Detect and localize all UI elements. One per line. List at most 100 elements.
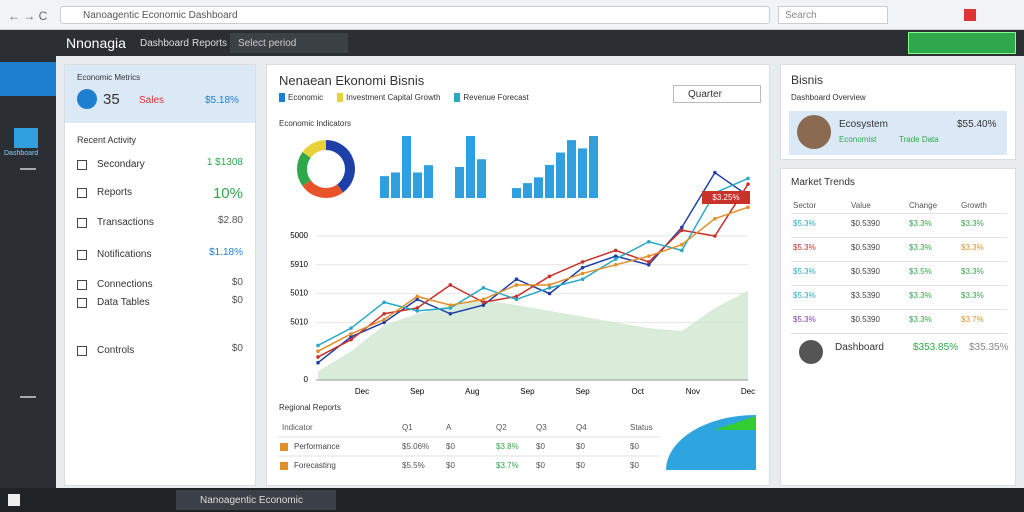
app-header: Nnonagia Dashboard Reports Select period	[0, 30, 1024, 56]
dropdown[interactable]: Select period	[230, 33, 348, 53]
table-header: Status	[630, 423, 653, 432]
table-cell: $0	[446, 461, 455, 470]
row-line	[791, 261, 1007, 262]
line	[317, 206, 749, 352]
row-line	[791, 213, 1007, 214]
x-tick-label: Dec	[741, 387, 755, 396]
donut-segment	[302, 140, 327, 159]
point	[382, 300, 386, 305]
list-label[interactable]: Notifications	[97, 249, 152, 260]
bar	[523, 183, 532, 198]
sidebar-icon[interactable]	[14, 128, 38, 148]
quarter-chart	[714, 416, 756, 430]
right-filter[interactable]: Dashboard Overview	[791, 93, 866, 102]
list-icon	[77, 160, 87, 170]
list-icon	[77, 218, 87, 228]
browser-bar: ← → C Nanoagentic Economic Dashboard Sea…	[0, 0, 1024, 30]
point	[547, 274, 552, 279]
start-button[interactable]	[8, 494, 20, 506]
table-title: Regional Reports	[279, 403, 341, 412]
table-cell: $3.3%	[909, 315, 932, 324]
table-cell: $0.5390	[851, 315, 880, 324]
point	[382, 320, 386, 325]
profile-role: Economist	[839, 135, 877, 144]
table-cell: Performance	[294, 442, 340, 451]
list-label[interactable]: Data Tables	[97, 297, 150, 308]
table-cell: $3.5%	[909, 267, 932, 276]
y-tick-label: 5010	[290, 289, 308, 298]
legend-item[interactable]: Investment Capital Growth	[337, 93, 440, 102]
point	[514, 294, 519, 299]
alert-label: $3.25%	[712, 193, 739, 202]
line	[317, 177, 749, 347]
list-label[interactable]: Reports	[97, 187, 133, 198]
table-cell: $5.3%	[793, 219, 816, 228]
address-bar[interactable]: Nanoagentic Economic Dashboard	[60, 6, 770, 24]
point	[713, 216, 717, 221]
right-table-title: Market Trends	[791, 177, 855, 188]
sidebar-icons[interactable]	[20, 168, 36, 398]
list-label[interactable]: Connections	[97, 279, 153, 290]
table-cell: $0	[446, 442, 455, 451]
point	[580, 271, 585, 276]
point	[481, 297, 486, 302]
footer-name: Dashboard	[835, 342, 884, 353]
point	[680, 225, 684, 230]
tab[interactable]: Dashboard	[140, 38, 189, 49]
point	[415, 294, 420, 299]
point	[680, 242, 684, 247]
point	[349, 326, 353, 330]
table-header: Q4	[576, 423, 587, 432]
right-card: Bisnis Dashboard Overview Ecosystem Econ…	[780, 64, 1016, 160]
filter[interactable]: Quarter	[673, 85, 761, 103]
list-label[interactable]: Secondary	[97, 159, 145, 170]
table-cell: $3.3%	[961, 243, 984, 252]
right-table-card: Market Trends Sector Value Change Growth $5.…	[780, 168, 1016, 486]
nav-buttons[interactable]: ← → C	[8, 9, 48, 23]
table-cell: $5.3%	[793, 243, 816, 252]
bar	[424, 165, 433, 198]
legend-item[interactable]: Economic	[279, 93, 323, 102]
x-tick-label: Sep	[410, 387, 425, 396]
table-cell: $0	[630, 461, 639, 470]
table-header: Value	[851, 201, 871, 210]
footer-v1: $353.85%	[913, 342, 959, 353]
y-tick-label: 5010	[290, 318, 308, 327]
row-line	[791, 237, 1007, 238]
sidebar: Dashboard	[0, 56, 56, 488]
tab[interactable]: Reports	[192, 38, 228, 49]
x-tick-label: Nov	[686, 387, 700, 396]
list-value: $0	[231, 277, 243, 288]
bar	[567, 140, 576, 198]
table-header: Sector	[793, 201, 817, 210]
point	[746, 205, 750, 209]
point	[547, 286, 552, 290]
point	[746, 182, 750, 186]
point	[349, 335, 353, 339]
table-header: Q3	[536, 423, 547, 432]
y-tick-label: 5000	[290, 231, 308, 240]
table-header: A	[446, 423, 452, 432]
bar	[402, 136, 411, 198]
ext-icon[interactable]	[964, 9, 976, 21]
taskbar-app[interactable]: Nanoagentic Economic	[176, 490, 336, 510]
legend-item[interactable]: Revenue Forecast	[454, 93, 529, 102]
point	[448, 303, 453, 307]
table-cell: $0.5390	[851, 267, 880, 276]
user-badge[interactable]	[908, 32, 1016, 54]
point	[415, 306, 420, 310]
table-header: Q2	[496, 423, 507, 432]
point	[349, 332, 353, 336]
donut-segment	[302, 179, 344, 198]
sidebar-logo[interactable]	[0, 62, 56, 96]
bar	[589, 136, 598, 198]
list-label[interactable]: Transactions	[97, 217, 154, 228]
search-box[interactable]: Search	[778, 6, 888, 24]
point	[448, 283, 453, 287]
alert-badge	[702, 191, 750, 204]
list-label[interactable]: Controls	[97, 345, 135, 356]
bar	[534, 177, 543, 198]
list-value: $1.18%	[209, 247, 243, 258]
